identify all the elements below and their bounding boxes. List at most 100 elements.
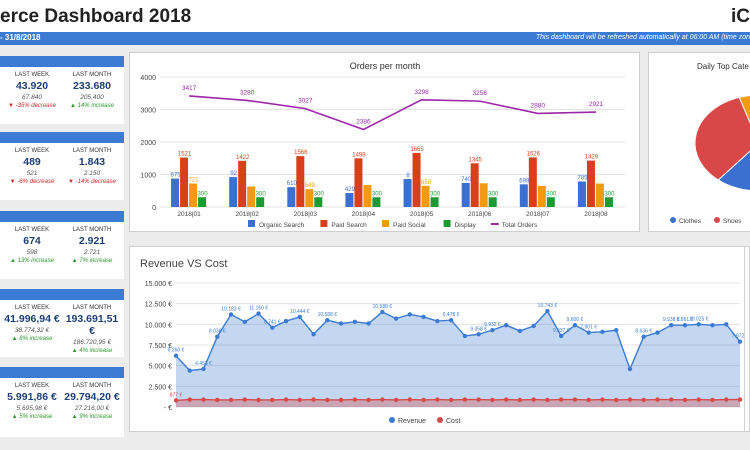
data-point: [173, 353, 179, 358]
kpi-previous-value: 67.840: [22, 94, 42, 101]
data-label: 10.025 €: [689, 316, 709, 322]
data-point: [613, 327, 619, 333]
bar-data-label: 1422: [236, 155, 250, 161]
legend-swatch: [670, 217, 676, 223]
bar-data-label: 300: [488, 191, 499, 197]
data-point: [710, 397, 715, 403]
bar: [189, 183, 198, 207]
data-point: [338, 397, 344, 403]
data-point: [421, 314, 426, 320]
data-point: [215, 334, 220, 339]
revenue-area: [176, 311, 740, 407]
legend-swatch: [714, 217, 720, 223]
up-triangle-icon: ▲: [71, 348, 80, 354]
legend-swatch: [320, 220, 328, 227]
kpi-card: LAST WEEK 43.920 67.840 ▼ -35% decrease LAST…: [0, 56, 124, 124]
data-label: 7.972 €: [732, 334, 748, 340]
kpi-change: ▲ 5% increase: [2, 414, 62, 420]
data-point: [187, 397, 192, 402]
data-point: [545, 308, 550, 314]
data-point: [710, 322, 715, 328]
y-tick-label: - €: [164, 405, 172, 412]
kpi-previous-value: 186.720,95 €: [73, 339, 111, 346]
y-tick-label: 2.500 €: [149, 384, 172, 391]
revenue-chart-panel: Revenue VS Cost - € 2.500 € 5.000 € 7.500 € 1…: [129, 246, 749, 432]
kpi-period-label: LAST WEEK: [14, 305, 50, 311]
bar-data-label: 1429: [585, 155, 599, 161]
bar: [519, 184, 528, 207]
data-point: [297, 397, 303, 403]
bar-data-label: 300: [430, 191, 441, 197]
line-data-label: 2880: [531, 102, 546, 109]
kpi-month: LAST MONTH 2.921 2.721 ▲ 7% increase: [62, 227, 122, 264]
chart-title: Daily Top Cate: [697, 62, 749, 71]
data-point: [558, 397, 564, 402]
kpi-period-label: LAST WEEK: [14, 148, 50, 154]
kpi-period-label: LAST WEEK: [14, 383, 50, 389]
data-point: [256, 311, 261, 316]
bar: [345, 193, 354, 207]
data-point: [352, 397, 358, 402]
x-tick-label: 2018|05: [410, 211, 434, 218]
data-label: 8.636 €: [635, 329, 652, 335]
kpi-change-text: 9% increase: [79, 414, 113, 420]
data-point: [600, 329, 605, 334]
legend-label: Total Orders: [502, 222, 538, 229]
y-tick-label: 15.000 €: [145, 281, 172, 288]
data-point: [201, 397, 206, 402]
up-triangle-icon: ▲: [11, 414, 20, 420]
data-point: [613, 397, 619, 403]
bar: [479, 183, 488, 207]
data-point: [297, 314, 303, 320]
data-label: 9.600 €: [567, 317, 584, 323]
bar: [171, 178, 180, 207]
x-tick-label: 2018|02: [235, 211, 259, 218]
kpi-previous-value: 521: [26, 170, 38, 177]
pie-slice: [694, 96, 750, 181]
kpi-period-label: LAST WEEK: [14, 72, 50, 78]
cost-line: [175, 398, 740, 402]
data-point: [352, 319, 358, 325]
data-point: [435, 397, 440, 402]
kpi-value: 5.991,86 €: [7, 391, 57, 403]
bar: [296, 156, 305, 207]
data-point: [201, 366, 206, 372]
kpi-header-strip: [0, 367, 124, 378]
bar: [403, 179, 412, 207]
data-point: [270, 397, 275, 403]
down-triangle-icon: ▼: [68, 179, 76, 185]
kpi-week: LAST WEEK 5.991,86 € 5.695,98 € ▲ 5% increa…: [2, 383, 62, 420]
data-label: 9.938 €: [663, 317, 680, 323]
line-data-label: 3298: [414, 89, 429, 96]
data-point: [655, 397, 660, 402]
bar-data-label: 429: [345, 187, 356, 193]
data-point: [669, 397, 674, 402]
data-point: [228, 397, 234, 403]
kpi-previous-value: 205.400: [80, 94, 104, 101]
kpi-change-text: 4% increase: [79, 348, 113, 354]
cost-area: [176, 399, 740, 407]
kpi-card: LAST WEEK 41.996,94 € 38.774,32 € ▲ 8% incr…: [0, 289, 124, 357]
data-point: [380, 309, 385, 315]
data-point: [380, 397, 385, 402]
up-triangle-icon: ▲: [70, 103, 78, 109]
legend-swatch: [248, 220, 255, 227]
y-tick-label: 12.500 €: [145, 302, 172, 309]
bar: [421, 185, 430, 207]
data-point: [669, 322, 674, 328]
y-tick-label: 7.500 €: [149, 343, 172, 350]
x-tick-label: 2018|03: [294, 211, 318, 218]
data-point: [503, 322, 509, 328]
y-tick-label: 1000: [140, 173, 156, 180]
bar-data-label: 1566: [294, 150, 308, 156]
kpi-card: LAST WEEK 674 598 ▲ 13% increase LAST MONTH 2…: [0, 211, 124, 279]
bar: [305, 189, 314, 207]
data-point: [641, 397, 646, 403]
bar-data-label: 300: [256, 191, 267, 197]
data-point: [503, 397, 509, 402]
data-point: [448, 397, 454, 403]
legend-label: Organic Search: [259, 222, 305, 229]
bar-data-label: 549: [305, 183, 316, 189]
x-tick-label: 2018|08: [584, 211, 608, 218]
data-point: [531, 397, 536, 402]
